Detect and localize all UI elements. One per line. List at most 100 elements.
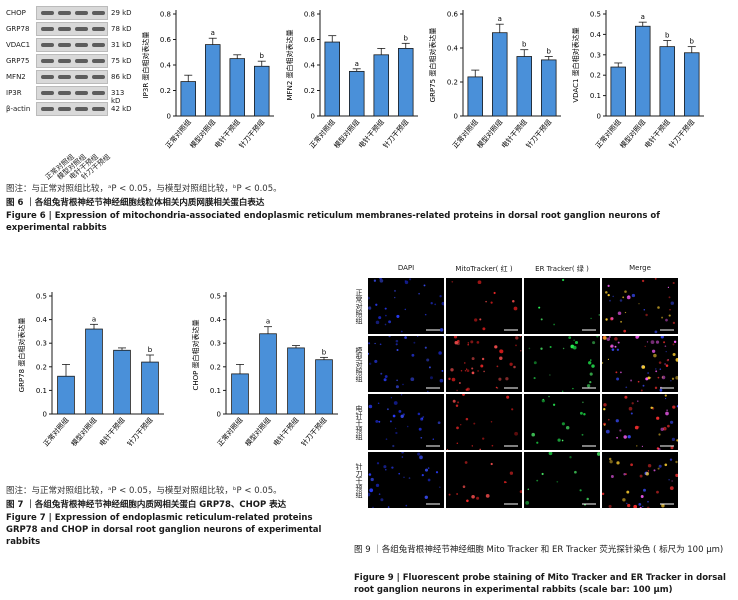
blot-band (92, 107, 105, 111)
y-tick-label: 0 (311, 113, 315, 121)
micrograph (524, 278, 600, 334)
channel-label: Merge (629, 264, 651, 272)
y-tick-label: 0.4 (590, 31, 602, 39)
blot-band (75, 59, 88, 63)
blot-band (41, 91, 54, 95)
blot-protein-label: GRP75 (6, 57, 30, 65)
y-tick-label: 0.4 (36, 316, 48, 324)
micrograph-image (368, 278, 444, 333)
y-tick-label: 0.1 (210, 387, 221, 395)
category-label: 模型对照组 (69, 416, 98, 449)
bar (180, 81, 197, 117)
blot-band (75, 107, 88, 111)
y-tick-label: 0.4 (304, 62, 316, 70)
chart-grp75: GRP75 蛋白相对表达量00.20.40.6正常对照组a模型对照组b电针干预组… (428, 10, 561, 151)
y-tick-label: 0 (597, 113, 601, 121)
micrograph-image (602, 457, 678, 508)
y-tick-label: 0.6 (160, 36, 172, 44)
y-tick-label: 0.8 (160, 11, 171, 19)
significance-label: b (547, 48, 552, 56)
significance-label: a (641, 13, 645, 21)
blot-band (41, 43, 54, 47)
bar (516, 56, 533, 117)
blot-size-label: 313 kD (111, 89, 125, 105)
y-tick-label: 0 (454, 113, 458, 121)
micrograph-image (451, 280, 518, 331)
blot-strip (36, 38, 108, 52)
bar (57, 375, 75, 415)
bar (324, 41, 341, 117)
blot-band (75, 75, 88, 79)
blot-band (58, 59, 71, 63)
blot-band (41, 75, 54, 79)
micrograph (446, 452, 522, 508)
blot-protein-label: GRP78 (6, 25, 30, 33)
fig9-caption-en: Figure 9 | Fluorescent probe staining of… (354, 573, 726, 595)
bar (205, 44, 221, 117)
micrograph (368, 278, 444, 334)
group-label: 电针干预组 (355, 404, 363, 440)
significance-label: b (522, 41, 527, 49)
bar (373, 54, 390, 117)
category-label: 针刀干预组 (381, 118, 410, 151)
fig6-note: 图注：与正常对照组比较，ᵃP < 0.05，与模型对照组比较，ᵇP < 0.05… (6, 184, 282, 194)
y-axis-label: MFN2 蛋白相对表达量 (285, 30, 294, 101)
blot-band (41, 59, 54, 63)
blot-band (41, 107, 54, 111)
bar (610, 66, 627, 117)
micrograph-image (446, 394, 518, 450)
fig7-caption-en: Figure 7 | Expression of endoplasmic ret… (6, 513, 322, 547)
category-label: 模型对照组 (243, 416, 272, 449)
micrograph-image (538, 278, 600, 331)
bar (259, 333, 277, 415)
y-tick-label: 0.3 (36, 340, 47, 348)
blot-protein-label: VDAC1 (6, 41, 31, 49)
bar (492, 32, 508, 117)
blot-band (92, 75, 105, 79)
channel-label: ER Tracker( 绿 ) (535, 265, 589, 273)
category-label: 针刀干预组 (125, 416, 154, 449)
bar (229, 58, 246, 117)
significance-label: b (665, 32, 670, 40)
blot-strip (36, 102, 108, 116)
blot-band (75, 27, 88, 31)
blot-protein-label: MFN2 (6, 73, 26, 81)
group-label: 正常对照组 (355, 288, 363, 324)
blot-size-label: 86 kD (111, 73, 132, 81)
micrograph-image (368, 336, 444, 392)
chart-vdac1: VDAC1 蛋白相对表达量00.10.20.30.40.5正常对照组a模型对照组… (571, 10, 704, 150)
y-tick-label: 0 (217, 411, 221, 419)
y-axis-label: CHOP 蛋白相对表达量 (191, 319, 200, 390)
y-tick-label: 0.2 (36, 363, 47, 371)
blot-protein-label: CHOP (6, 9, 26, 17)
fig7-note: 图注：与正常对照组比较，ᵃP < 0.05，与模型对照组比较，ᵇP < 0.05… (6, 486, 282, 496)
blot-strip (36, 70, 108, 84)
micrograph-image (525, 452, 600, 506)
micrograph (602, 278, 678, 334)
bar (231, 373, 249, 415)
chart-chop: CHOP 蛋白相对表达量 0 0.1 0.2 0.3 0.4 0.5 正常对照组 a 模型对照组电… (191, 292, 338, 449)
chart-ip3r: IP3R 蛋白相对表达量00.20.40.60.8正常对照组a模型对照组电针干预… (141, 10, 274, 150)
y-axis-label: VDAC1 蛋白相对表达量 (571, 27, 580, 102)
group-label: 针刀干预组 (355, 462, 363, 498)
significance-label: b (148, 346, 153, 354)
y-tick-label: 0 (167, 113, 171, 121)
western-blot-panel: CHOP 29 kD GRP78 78 kD VDAC1 31 kD GRP75 75 kD M… (6, 6, 134, 181)
category-label: 正常对照组 (215, 416, 244, 449)
blot-band (92, 43, 105, 47)
micrograph (602, 452, 678, 508)
micrograph (446, 278, 522, 334)
bar (684, 52, 700, 117)
blot-band (41, 27, 54, 31)
blot-protein-label: β-actin (6, 105, 31, 113)
y-tick-label: 0.3 (590, 51, 601, 59)
blot-size-label: 78 kD (111, 25, 132, 33)
blot-band (58, 91, 71, 95)
significance-label: a (498, 15, 502, 23)
bar (113, 349, 131, 415)
bar (254, 65, 270, 117)
micrograph-image (602, 336, 678, 392)
fig6-caption-cn: 图 6 ｜各组兔背根神经节神经细胞线粒体相关内质网膜相关蛋白表达 (6, 198, 265, 208)
category-label: 针刀干预组 (524, 118, 553, 151)
blot-band (58, 43, 71, 47)
